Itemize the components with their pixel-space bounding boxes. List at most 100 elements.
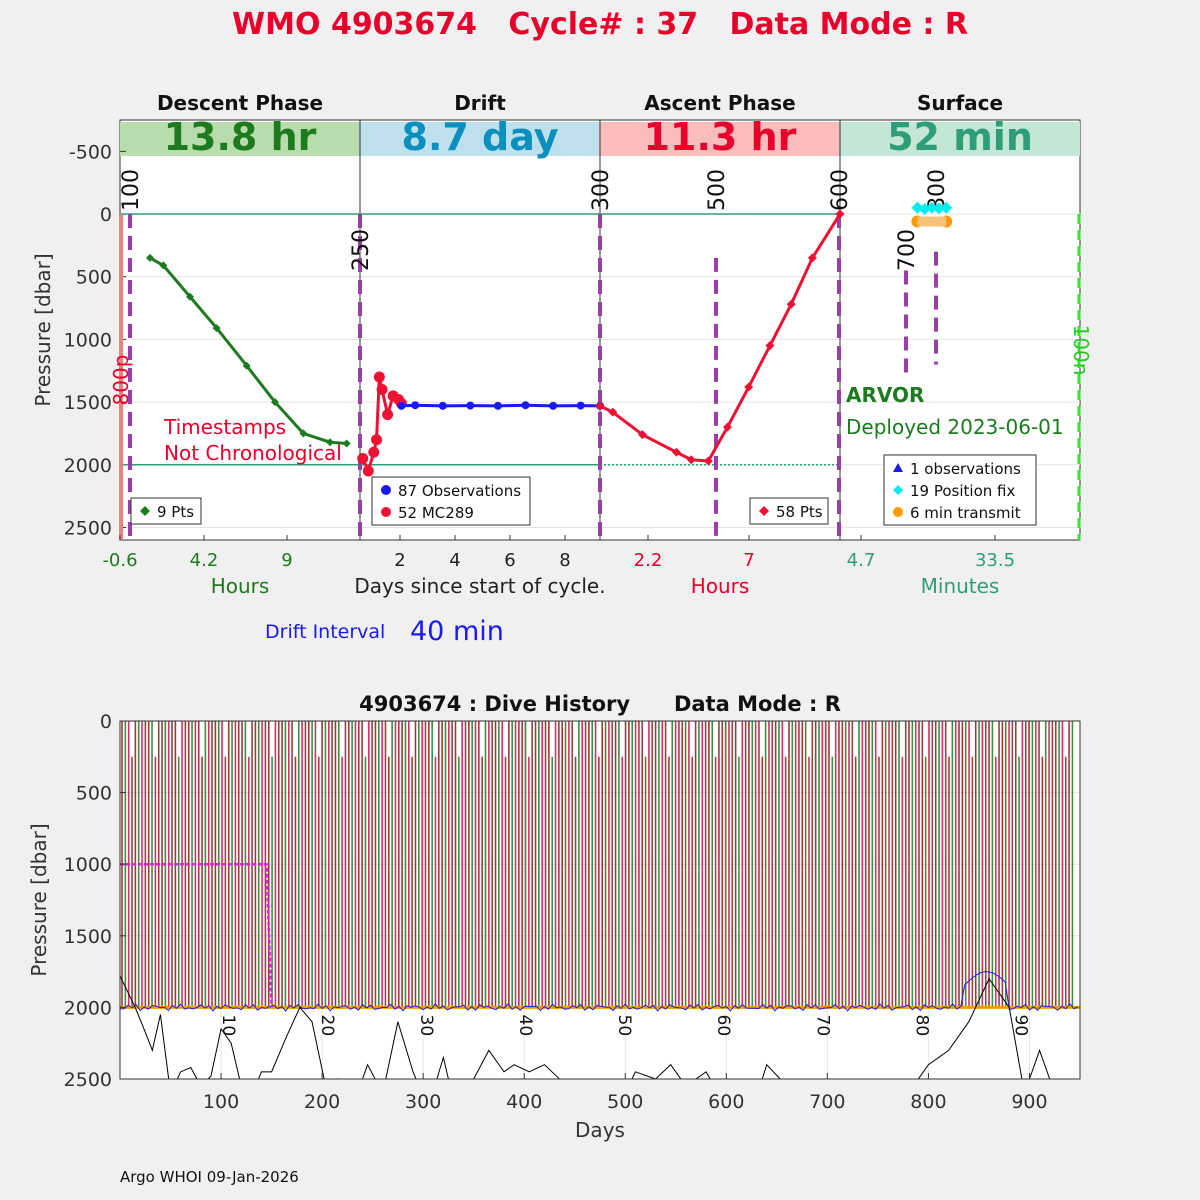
descent-series-point bbox=[342, 439, 351, 448]
descent-series-point bbox=[186, 292, 194, 301]
x-tick-label: 600 bbox=[708, 1091, 744, 1113]
mc289-series-point bbox=[362, 465, 374, 477]
x-tick-label: 4 bbox=[449, 550, 460, 571]
x-tick-label: 800 bbox=[910, 1091, 946, 1113]
y-tick-label: 0 bbox=[100, 204, 112, 226]
y-tick-label: 1000 bbox=[64, 329, 112, 351]
x-tick-label: 900 bbox=[1011, 1091, 1047, 1113]
drift-pressure-trace bbox=[120, 971, 1079, 1012]
reference-line-label: 500 bbox=[705, 169, 730, 211]
cycle-label: 90 bbox=[1010, 1015, 1030, 1037]
ascent-series-point bbox=[786, 299, 796, 309]
bottom-title: 4903674 : Dive History Data Mode : R bbox=[359, 692, 841, 716]
ascent-series-point bbox=[637, 430, 647, 440]
legend-box bbox=[371, 476, 531, 526]
annotation-line-1: Timestamps bbox=[163, 415, 286, 439]
y-tick-label: 500 bbox=[76, 783, 112, 805]
deployed-date: Deployed 2023-06-01 bbox=[846, 415, 1064, 439]
x-tick-label: 4.2 bbox=[190, 550, 219, 571]
y-tick-label: 2500 bbox=[64, 517, 112, 539]
legend-box bbox=[883, 454, 1037, 526]
position-fix-point bbox=[940, 201, 953, 214]
dive-history: 10 20 30 40 50 60 70 80 90 bbox=[120, 721, 1080, 1079]
mc289-series-point bbox=[357, 453, 369, 465]
side-label-right: 100n bbox=[1069, 325, 1093, 376]
mc289-series-point bbox=[368, 446, 380, 458]
phase-title-0: Descent Phase bbox=[157, 91, 323, 115]
x-tick-label: 2 bbox=[394, 550, 405, 571]
mc289-series-point bbox=[376, 384, 388, 396]
x-tick-label: 500 bbox=[607, 1091, 643, 1113]
mc289-series-point bbox=[382, 409, 394, 421]
x-tick-label: 6 bbox=[504, 550, 515, 571]
x-axis-label-2: Hours bbox=[691, 574, 750, 598]
drift-series-point bbox=[466, 401, 475, 410]
top-y-axis-label: Pressure [dbar] bbox=[31, 253, 55, 406]
reference-line-label: 100 bbox=[119, 169, 144, 211]
phase-title-1: Drift bbox=[454, 91, 506, 115]
y-tick-label: -500 bbox=[69, 141, 112, 163]
x-tick-label: 33.5 bbox=[975, 550, 1015, 571]
legend-marker bbox=[893, 463, 903, 472]
drift-series-point bbox=[493, 401, 502, 410]
side-label-left: 800p bbox=[109, 355, 133, 406]
top-data bbox=[146, 201, 953, 477]
ascent-series-point bbox=[608, 407, 618, 417]
y-tick-label: 2500 bbox=[64, 1069, 112, 1091]
cycle-label: 70 bbox=[812, 1015, 832, 1037]
legend-marker bbox=[140, 506, 150, 516]
top-legends: 9 Pts 87 Observations 52 MC289 58 Pts 1 obse… bbox=[130, 454, 1037, 526]
phase-duration-3: 52 min bbox=[887, 115, 1033, 159]
x-tick-label: 4.7 bbox=[847, 550, 876, 571]
legend-marker bbox=[381, 485, 391, 495]
legend-label: 52 MC289 bbox=[398, 504, 474, 522]
descent-series-point bbox=[242, 361, 251, 370]
ascent-series-point bbox=[671, 447, 681, 457]
legend-marker bbox=[759, 506, 769, 516]
cycle-label: 40 bbox=[515, 1015, 535, 1037]
x-axis-label-0: Hours bbox=[211, 574, 270, 598]
bottom-plot-area bbox=[119, 720, 1081, 1080]
park-target-history bbox=[120, 862, 273, 1008]
drift-series-point bbox=[521, 401, 530, 410]
descent-series-point bbox=[271, 398, 279, 407]
float-model: ARVOR bbox=[846, 383, 924, 407]
x-tick-label: 9 bbox=[281, 550, 292, 571]
phase-title-2: Ascent Phase bbox=[644, 91, 795, 115]
cycle-label: 20 bbox=[317, 1015, 337, 1037]
x-tick-label: 100 bbox=[203, 1091, 239, 1113]
bottom-frame bbox=[119, 720, 1081, 1080]
ascent-series-point bbox=[835, 209, 845, 219]
x-axis-label-3: Minutes bbox=[921, 574, 1000, 598]
legend-label: 19 Position fix bbox=[910, 482, 1015, 500]
bottom-depth-trace bbox=[120, 975, 1051, 1079]
descent-series-point bbox=[146, 253, 154, 262]
position-fix-point bbox=[933, 202, 945, 215]
drift-series-point bbox=[411, 401, 420, 410]
y-tick-label: 2000 bbox=[64, 455, 112, 477]
ascent-series-point bbox=[807, 253, 817, 263]
descent-series-point bbox=[326, 438, 334, 447]
top-annotations: Timestamps Not Chronological ARVOR Deplo… bbox=[109, 325, 1093, 465]
drift-series-point bbox=[549, 401, 558, 410]
bottom-x-axis-label: Days bbox=[575, 1118, 625, 1142]
drift-interval-value: 40 min bbox=[410, 616, 504, 647]
cycle-label: 80 bbox=[911, 1015, 931, 1037]
phase-duration-1: 8.7 day bbox=[402, 115, 559, 159]
position-fix-point bbox=[925, 201, 938, 214]
x-tick-label: 200 bbox=[304, 1091, 340, 1113]
legend-marker bbox=[893, 507, 903, 517]
x-axis-label-1: Days since start of cycle. bbox=[354, 574, 605, 598]
cycle-label: 50 bbox=[614, 1015, 634, 1037]
page-title: WMO 4903674 Cycle# : 37 Data Mode : R bbox=[232, 7, 968, 42]
top-x-axes: -0.6 4.2 9 Hours 2 4 6 8 Days since start of cyc… bbox=[102, 535, 1015, 598]
x-tick-label: 700 bbox=[809, 1091, 845, 1113]
phase-duration-2: 11.3 hr bbox=[644, 115, 797, 159]
legend-label: 1 observations bbox=[910, 460, 1021, 478]
x-tick-label: 400 bbox=[506, 1091, 542, 1113]
ascent-series-point bbox=[722, 422, 732, 432]
cycle-label: 30 bbox=[416, 1015, 436, 1037]
